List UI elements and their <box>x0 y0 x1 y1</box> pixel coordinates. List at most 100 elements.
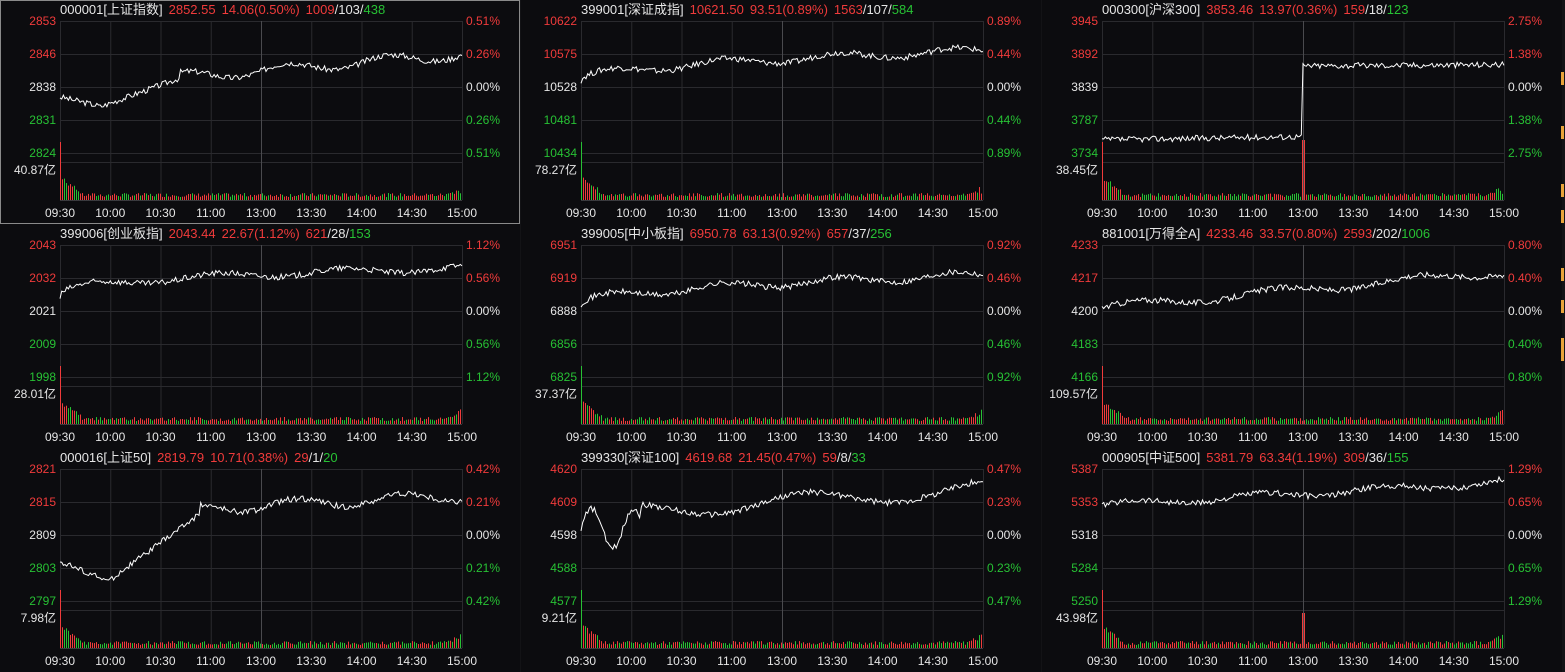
volume-bar <box>198 193 199 200</box>
index-panel[interactable]: 881001[万得全A] 4233.46 33.57(0.80%) 2593/202/… <box>1042 224 1562 448</box>
volume-bar <box>1314 196 1315 200</box>
volume-bar <box>865 419 866 424</box>
index-panel[interactable]: 399330[深证100] 4619.68 21.45(0.47%) 59/8/33 4… <box>521 448 1041 672</box>
volume-bar <box>212 644 213 648</box>
index-panel[interactable]: 000300[沪深300] 3853.46 13.97(0.36%) 159/18/1… <box>1042 0 1562 224</box>
volume-bar <box>348 196 349 200</box>
volume-bar <box>647 194 648 200</box>
volume-bar <box>949 420 950 424</box>
percent-tick-label: 1.29% <box>1508 594 1542 608</box>
volume-bar <box>200 642 201 648</box>
index-panel[interactable]: 000016[上证50] 2819.79 10.71(0.38%) 29/1/20 28… <box>0 448 520 672</box>
price-tick-label: 4166 <box>1071 370 1098 384</box>
volume-bar <box>1420 644 1421 648</box>
volume-bar <box>220 195 221 200</box>
volume-bar <box>1322 418 1323 424</box>
volume-bar <box>925 195 926 200</box>
volume-bar <box>384 193 385 200</box>
volume-bar <box>1452 642 1453 648</box>
volume-bar <box>272 644 273 648</box>
volume-bar <box>80 193 81 200</box>
volume-bar <box>1348 419 1349 424</box>
volume-bar <box>186 643 187 648</box>
time-axis-label: 14:30 <box>1439 430 1469 444</box>
volume-bar <box>1214 641 1215 648</box>
index-panel[interactable]: 399006[创业板指] 2043.44 22.67(1.12%) 621/28/15… <box>0 224 520 448</box>
volume-bar <box>372 196 373 200</box>
volume-bar <box>825 194 826 200</box>
index-panel[interactable]: 000001[上证指数] 2852.55 14.06(0.50%) 1009/103/… <box>0 0 520 224</box>
volume-bar <box>1420 193 1421 200</box>
volume-bar <box>294 195 295 200</box>
volume-bar <box>338 644 339 648</box>
volume-bar <box>1330 194 1331 200</box>
volume-bar <box>434 644 435 648</box>
volume-bar <box>248 196 249 200</box>
volume-bar <box>1214 195 1215 200</box>
volume-bar <box>1454 644 1455 648</box>
volume-bar <box>204 641 205 648</box>
volume-bar <box>438 642 439 648</box>
volume-bar <box>222 643 223 648</box>
volume-bar <box>965 195 966 200</box>
volume-bar <box>450 640 451 648</box>
volume-bar <box>230 196 231 200</box>
volume-bar <box>861 418 862 424</box>
volume-bar <box>366 642 367 648</box>
volume-bar <box>1400 643 1401 648</box>
volume-bar <box>256 195 257 200</box>
volume-bar <box>310 417 311 424</box>
index-panel[interactable]: 399001[深证成指] 10621.50 93.51(0.89%) 1563/107… <box>521 0 1041 224</box>
volume-bar <box>947 420 948 424</box>
volume-bar <box>595 634 596 648</box>
index-panel[interactable]: 399005[中小板指] 6950.78 63.13(0.92%) 657/37/25… <box>521 224 1041 448</box>
breadth: 657/37/256 <box>827 226 892 241</box>
volume-bar <box>705 196 706 200</box>
volume-bar <box>1408 194 1409 200</box>
volume-bar <box>1398 641 1399 648</box>
volume-bar <box>655 420 656 424</box>
decliners-count: 438 <box>363 2 386 17</box>
panel-header: 399330[深证100] 4619.68 21.45(0.47%) 59/8/33 <box>581 448 1041 468</box>
volume-bar <box>286 420 287 424</box>
volume-bar <box>661 643 662 648</box>
time-axis-label: 13:00 <box>246 654 276 668</box>
volume-bar <box>436 643 437 648</box>
volume-bar <box>629 420 630 424</box>
volume-bar <box>1474 419 1475 424</box>
volume-bar <box>799 417 800 424</box>
volume-bar <box>1216 196 1217 200</box>
volume-bar <box>659 417 660 424</box>
volume-bar <box>1412 417 1413 424</box>
percent-tick-label: 0.00% <box>1508 304 1542 318</box>
volume-bar <box>619 194 620 200</box>
volume-bar <box>94 643 95 648</box>
separator: / <box>334 2 339 17</box>
intraday-chart: 282128152809280327970.42%0.21%0.00%0.21%… <box>21 462 501 668</box>
price-line <box>59 490 463 582</box>
volume-bar <box>613 641 614 648</box>
volume-bar <box>1132 642 1133 648</box>
volume-bar <box>769 195 770 200</box>
volume-bar <box>64 178 65 200</box>
volume-bar <box>731 644 732 648</box>
intraday-chart: 538753535318528452501.29%0.65%0.00%0.65%… <box>1056 462 1542 668</box>
volume-bar <box>873 420 874 424</box>
volume-bar <box>300 194 301 200</box>
time-axis-label: 10:30 <box>145 206 175 220</box>
volume-bar <box>1464 193 1465 200</box>
volume-bar <box>861 194 862 200</box>
volume-bar <box>657 195 658 200</box>
index-panel[interactable]: 000905[中证500] 5381.79 63.34(1.19%) 309/36/1… <box>1042 448 1562 672</box>
volume-bar <box>1238 418 1239 424</box>
volume-bar <box>1448 194 1449 200</box>
volume-bar <box>1468 193 1469 200</box>
volume-bar <box>889 196 890 200</box>
volume-bar <box>695 196 696 200</box>
volume-bar <box>777 196 778 200</box>
intraday-chart: 423342174200418341660.80%0.40%0.00%0.40%… <box>1049 238 1542 444</box>
volume-bar <box>1296 193 1297 200</box>
volume-bar <box>134 195 135 200</box>
volume-bar <box>827 195 828 200</box>
volume-bar <box>428 194 429 200</box>
